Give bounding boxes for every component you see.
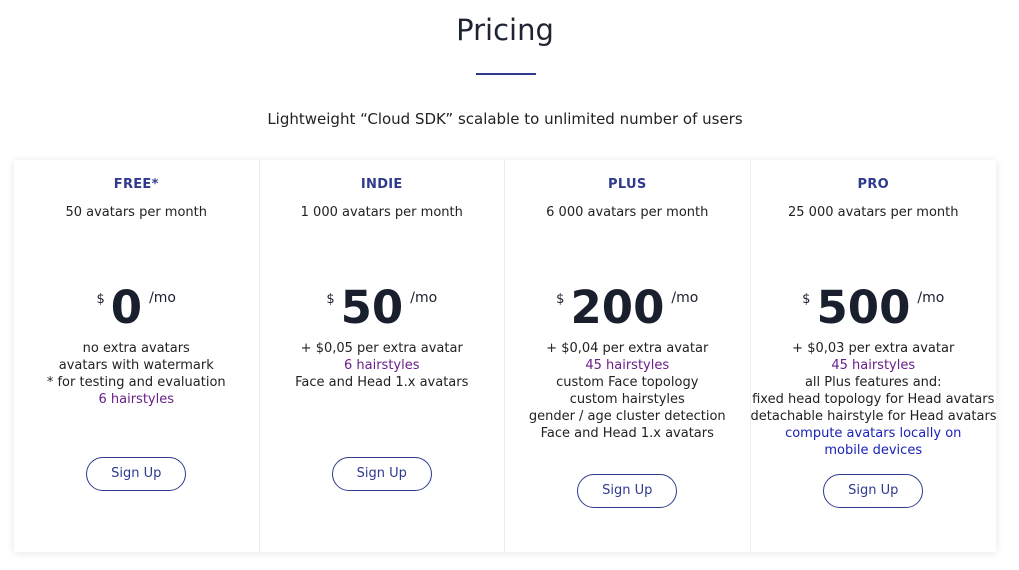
plan-quota: 6 000 avatars per month [546, 205, 709, 220]
feature-item: Face and Head 1.x avatars [540, 426, 714, 441]
page-title: Pricing [456, 13, 554, 47]
feature-item: + $0,03 per extra avatar [792, 341, 955, 356]
feature-item: custom Face topology [556, 375, 699, 390]
plan-card-plus: PLUS 6 000 avatars per month $200/mo + $0,0… [505, 160, 751, 552]
feature-item: + $0,04 per extra avatar [546, 341, 709, 356]
price-currency: $ [556, 292, 565, 307]
plan-card-free: FREE* 50 avatars per month $0/mo no extra a… [14, 160, 260, 552]
plan-quota: 1 000 avatars per month [300, 205, 463, 220]
feature-item: no extra avatars [82, 341, 190, 356]
feature-item: + $0,05 per extra avatar [300, 341, 463, 356]
plan-price: $200/mo [505, 280, 750, 336]
feature-item-hairstyles: 6 hairstyles [98, 392, 174, 407]
plan-quota: 25 000 avatars per month [788, 205, 959, 220]
feature-item: custom hairstyles [569, 392, 685, 407]
feature-list: + $0,04 per extra avatar 45 hairstyles cus… [505, 340, 750, 442]
title-underline [476, 73, 536, 75]
price-amount: 0 [110, 281, 143, 334]
feature-item: fixed head topology for Head avatars [752, 392, 995, 407]
feature-list: + $0,03 per extra avatar 45 hairstyles all… [751, 340, 997, 459]
sign-up-button[interactable]: Sign Up [577, 474, 678, 508]
page-subtitle: Lightweight “Cloud SDK” scalable to unli… [267, 110, 743, 128]
feature-item: Face and Head 1.x avatars [295, 375, 469, 390]
plan-name: PLUS [608, 177, 647, 192]
plan-quota: 50 avatars per month [65, 205, 208, 220]
plan-price: $50/mo [260, 280, 505, 336]
feature-item: all Plus features and: [804, 375, 942, 390]
sign-up-button[interactable]: Sign Up [331, 457, 432, 491]
feature-link[interactable]: compute avatars locally on mobile device… [785, 426, 962, 458]
plan-name: PRO [857, 177, 889, 192]
price-period: /mo [671, 290, 699, 306]
feature-list: + $0,05 per extra avatar 6 hairstyles Face… [260, 340, 505, 391]
plan-name: FREE* [113, 177, 159, 192]
price-period: /mo [149, 290, 176, 306]
feature-item-hairstyles: 6 hairstyles [343, 358, 420, 373]
plan-card-pro: PRO 25 000 avatars per month $500/mo + $0,0… [751, 160, 997, 552]
price-amount: 50 [340, 281, 404, 334]
pricing-table: FREE* 50 avatars per month $0/mo no extra a… [14, 160, 997, 552]
plan-price: $0/mo [14, 280, 259, 336]
price-amount: 500 [816, 281, 911, 334]
feature-item: avatars with watermark [58, 358, 214, 373]
plan-card-indie: INDIE 1 000 avatars per month $50/mo + $0,0… [260, 160, 505, 552]
price-period: /mo [410, 290, 438, 306]
feature-item-hairstyles: 45 hairstyles [831, 358, 916, 373]
plan-price: $500/mo [751, 280, 997, 336]
feature-item: gender / age cluster detection [528, 409, 726, 424]
price-currency: $ [96, 292, 105, 307]
sign-up-button[interactable]: Sign Up [823, 474, 924, 508]
price-amount: 200 [570, 281, 665, 334]
feature-list: no extra avatars avatars with watermark * … [14, 340, 259, 408]
price-period: /mo [917, 290, 945, 306]
plan-name: INDIE [360, 177, 403, 192]
feature-item: * for testing and evaluation [46, 375, 226, 390]
feature-item-hairstyles: 45 hairstyles [585, 358, 670, 373]
price-currency: $ [802, 292, 811, 307]
feature-item: detachable hairstyle for Head avatars [750, 409, 997, 424]
price-currency: $ [326, 292, 335, 307]
sign-up-button[interactable]: Sign Up [86, 457, 187, 491]
